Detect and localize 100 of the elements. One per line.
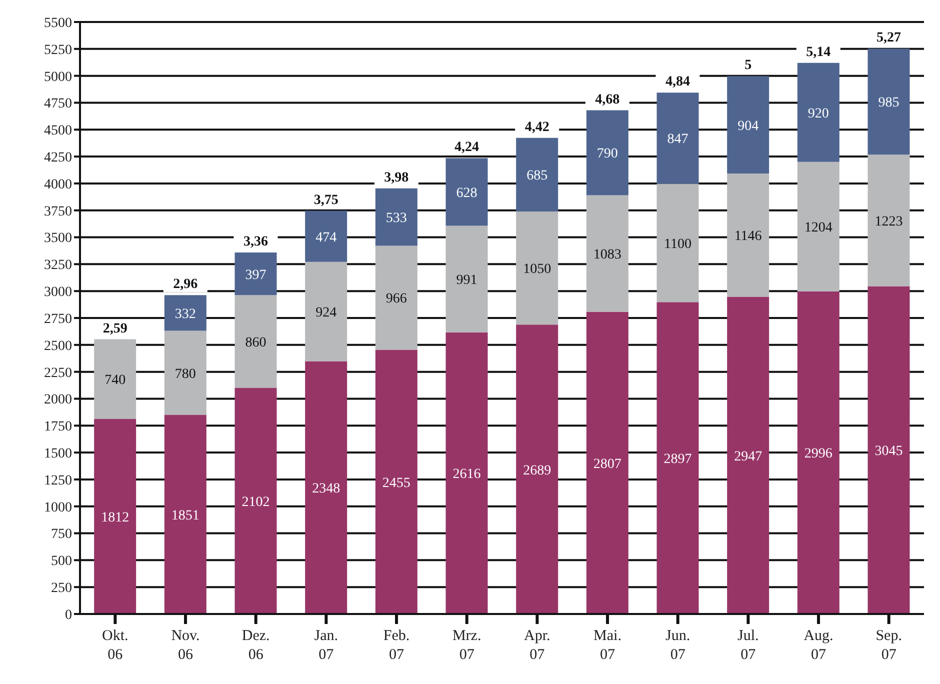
y-tick-label: 1500 (44, 446, 72, 462)
annotation: 5,14 (806, 44, 831, 60)
x-tick-label: Jul. 07 (738, 628, 759, 663)
bar (797, 162, 840, 292)
data-label: 924 (316, 306, 337, 321)
y-tick-label: 250 (51, 581, 72, 596)
data-label: 1050 (523, 262, 552, 278)
bar (234, 388, 277, 614)
bar (375, 246, 418, 350)
bar (305, 210, 348, 262)
x-tick-label: Mrz. 07 (452, 628, 482, 663)
bar (516, 212, 558, 325)
annotation: 5,27 (876, 30, 901, 46)
annotation: 5 (744, 58, 752, 74)
bar (375, 188, 418, 246)
bar (516, 138, 558, 212)
bar (727, 296, 770, 614)
x-tick-label: Sep. 07 (876, 628, 902, 663)
y-tick-label: 4500 (44, 124, 72, 139)
bar (234, 252, 277, 296)
data-label: 1223 (874, 214, 903, 230)
data-label: 740 (104, 373, 126, 388)
data-label: 3045 (874, 444, 903, 460)
y-tick-label: 5500 (44, 16, 72, 31)
bar (516, 324, 558, 614)
bar (164, 414, 206, 614)
y-tick-label: 1750 (44, 420, 72, 435)
y-tick-label: 1000 (44, 500, 72, 516)
data-label: 985 (878, 96, 900, 111)
x-tick-label: Jan. 07 (314, 628, 338, 663)
y-tick-label: 500 (51, 554, 72, 570)
data-label: 860 (245, 335, 266, 350)
annotation: 4,68 (595, 92, 620, 108)
bar (586, 195, 628, 312)
y-tick-label: 750 (51, 527, 72, 542)
annotation: 2,59 (102, 321, 128, 336)
data-label: 790 (596, 146, 618, 162)
bar (164, 295, 206, 331)
x-tick-label: Dez. 06 (242, 628, 270, 663)
bar (797, 62, 840, 162)
bar (586, 312, 628, 614)
data-label: 1204 (804, 220, 832, 236)
bar (656, 92, 699, 184)
annotation: 3,98 (384, 170, 409, 186)
y-tick-label: 5000 (44, 70, 72, 85)
x-tick-label: Aug. 07 (804, 628, 834, 663)
y-tick-label: 4750 (44, 96, 72, 112)
y-tick-label: 3500 (44, 231, 72, 246)
data-label: 1146 (734, 229, 762, 244)
y-tick-label: 3000 (44, 285, 72, 300)
data-label: 2996 (804, 446, 832, 462)
data-label: 685 (526, 168, 548, 184)
bar (797, 292, 840, 614)
data-label: 2947 (734, 449, 762, 464)
data-label: 2102 (242, 494, 270, 510)
data-label: 2348 (312, 482, 340, 497)
data-label: 2897 (664, 452, 692, 468)
y-tick-label: 2750 (44, 312, 72, 327)
y-tick-label: 5250 (44, 42, 72, 58)
x-tick-label: Jun. 07 (666, 628, 690, 663)
bar (868, 286, 910, 614)
data-label: 533 (386, 211, 407, 226)
data-label: 2689 (523, 463, 552, 478)
bar (656, 302, 699, 614)
x-tick-label: Apr. 07 (524, 628, 550, 663)
data-label: 991 (456, 273, 478, 288)
data-label: 628 (456, 186, 478, 201)
bar (164, 330, 206, 415)
bar (727, 173, 770, 297)
annotation: 4,42 (524, 120, 550, 135)
data-label: 2616 (452, 467, 481, 482)
y-tick-label: 1250 (44, 473, 72, 488)
data-label: 332 (174, 306, 196, 322)
x-tick-label: Feb. 07 (383, 628, 410, 663)
bar (234, 295, 277, 388)
data-label: 847 (667, 132, 688, 148)
bar (586, 110, 628, 196)
data-label: 904 (738, 118, 759, 134)
bar (446, 332, 488, 614)
y-tick-label: 3250 (44, 258, 72, 274)
bar (727, 76, 770, 174)
data-label: 2807 (593, 456, 622, 472)
bar (305, 262, 348, 362)
annotation: 3,36 (243, 234, 268, 250)
y-tick-label: 3750 (44, 204, 72, 220)
bar (94, 418, 136, 614)
data-label: 780 (174, 366, 196, 382)
bar (94, 339, 136, 419)
bar (656, 184, 699, 302)
annotation: 2,96 (173, 277, 198, 292)
data-label: 397 (245, 268, 266, 283)
y-tick-label: 0 (65, 608, 72, 623)
data-label: 1812 (101, 510, 130, 526)
y-tick-label: 2250 (44, 366, 72, 381)
bar (868, 48, 910, 155)
data-label: 2455 (382, 476, 410, 491)
y-tick-label: 4250 (44, 150, 72, 166)
data-label: 474 (316, 230, 337, 246)
bar (868, 154, 910, 286)
bar (446, 158, 488, 226)
